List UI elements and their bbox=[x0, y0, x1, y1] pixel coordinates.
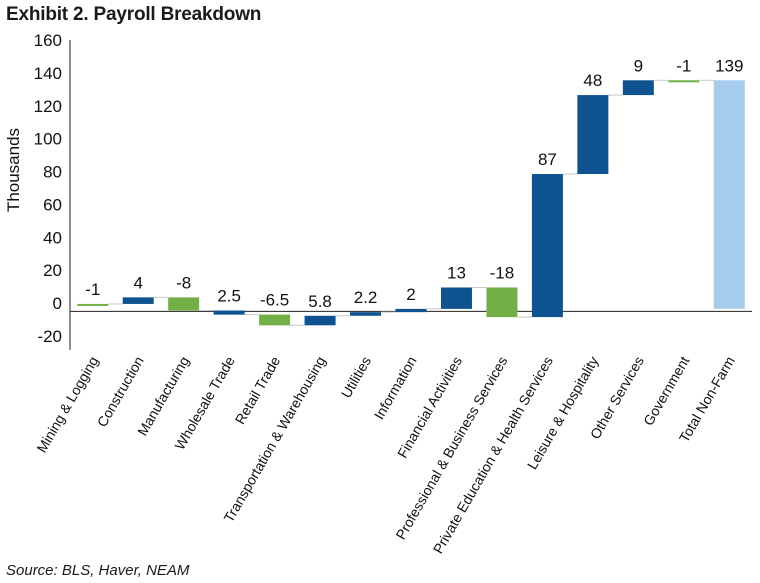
chart-title: Exhibit 2. Payroll Breakdown bbox=[6, 4, 262, 25]
y-tick-label: 100 bbox=[34, 130, 62, 149]
x-tick-label: Mining & Logging bbox=[33, 354, 101, 456]
bar-8 bbox=[395, 308, 427, 313]
x-tick-label: Utilities bbox=[338, 354, 374, 401]
bar-9 bbox=[440, 287, 472, 309]
y-tick-label: 140 bbox=[34, 64, 62, 83]
y-tick-label: -20 bbox=[37, 327, 62, 346]
connectors bbox=[108, 79, 714, 326]
bar-13 bbox=[622, 80, 654, 96]
data-label: -1 bbox=[85, 280, 100, 299]
x-tick-label: Government bbox=[640, 353, 692, 428]
x-tick-label: Construction bbox=[94, 354, 147, 430]
y-axis-title: Thousands bbox=[4, 128, 23, 212]
data-label: -8 bbox=[176, 273, 191, 292]
y-tick-label: 80 bbox=[43, 163, 62, 182]
axes: -20 0 20 40 60 80 100 120 140 160 Thousands bbox=[4, 31, 752, 350]
x-tick-label: Information bbox=[371, 354, 420, 423]
bars bbox=[77, 80, 745, 326]
y-tick-label: 160 bbox=[34, 31, 62, 50]
x-tick-label: Retail Trade bbox=[232, 353, 284, 427]
bar-3 bbox=[168, 297, 200, 311]
bar-1 bbox=[77, 303, 109, 306]
data-label: 2.2 bbox=[354, 288, 378, 307]
bar-2 bbox=[122, 297, 154, 304]
y-tick-label: 60 bbox=[43, 195, 62, 214]
data-label: -1 bbox=[676, 56, 691, 75]
x-tick-label: Transportation & Warehousing bbox=[220, 354, 328, 526]
data-label: -18 bbox=[490, 263, 515, 282]
bar-7 bbox=[350, 312, 382, 316]
bar-5 bbox=[259, 314, 291, 326]
data-label: 139 bbox=[715, 56, 743, 75]
bar-12 bbox=[577, 95, 609, 175]
data-labels: -1 4 -8 2.5 -6.5 5.8 2.2 2 13 -18 87 48 9 -1 139 bbox=[85, 56, 743, 310]
data-label: 2.5 bbox=[217, 287, 241, 306]
bar-4 bbox=[213, 310, 245, 315]
data-label: 4 bbox=[133, 273, 142, 292]
data-label: 48 bbox=[583, 71, 602, 90]
data-label: 13 bbox=[447, 263, 466, 282]
data-label: 5.8 bbox=[308, 292, 332, 311]
bar-6 bbox=[304, 315, 336, 326]
y-tick-label: 120 bbox=[34, 97, 62, 116]
bar-14 bbox=[668, 80, 700, 83]
y-tick-label: 0 bbox=[53, 294, 62, 313]
data-label: 9 bbox=[634, 56, 643, 75]
y-tick-label: 40 bbox=[43, 228, 62, 247]
data-label: -6.5 bbox=[260, 291, 289, 310]
source-note: Source: BLS, Haver, NEAM bbox=[6, 562, 190, 579]
data-label: 87 bbox=[538, 150, 557, 169]
bar-15 bbox=[713, 80, 745, 309]
y-tick-label: 20 bbox=[43, 261, 62, 280]
data-label: 2 bbox=[406, 285, 415, 304]
bar-10 bbox=[486, 287, 518, 318]
bar-11 bbox=[531, 174, 563, 318]
x-tick-labels: Mining & LoggingConstructionManufacturin… bbox=[33, 353, 737, 556]
